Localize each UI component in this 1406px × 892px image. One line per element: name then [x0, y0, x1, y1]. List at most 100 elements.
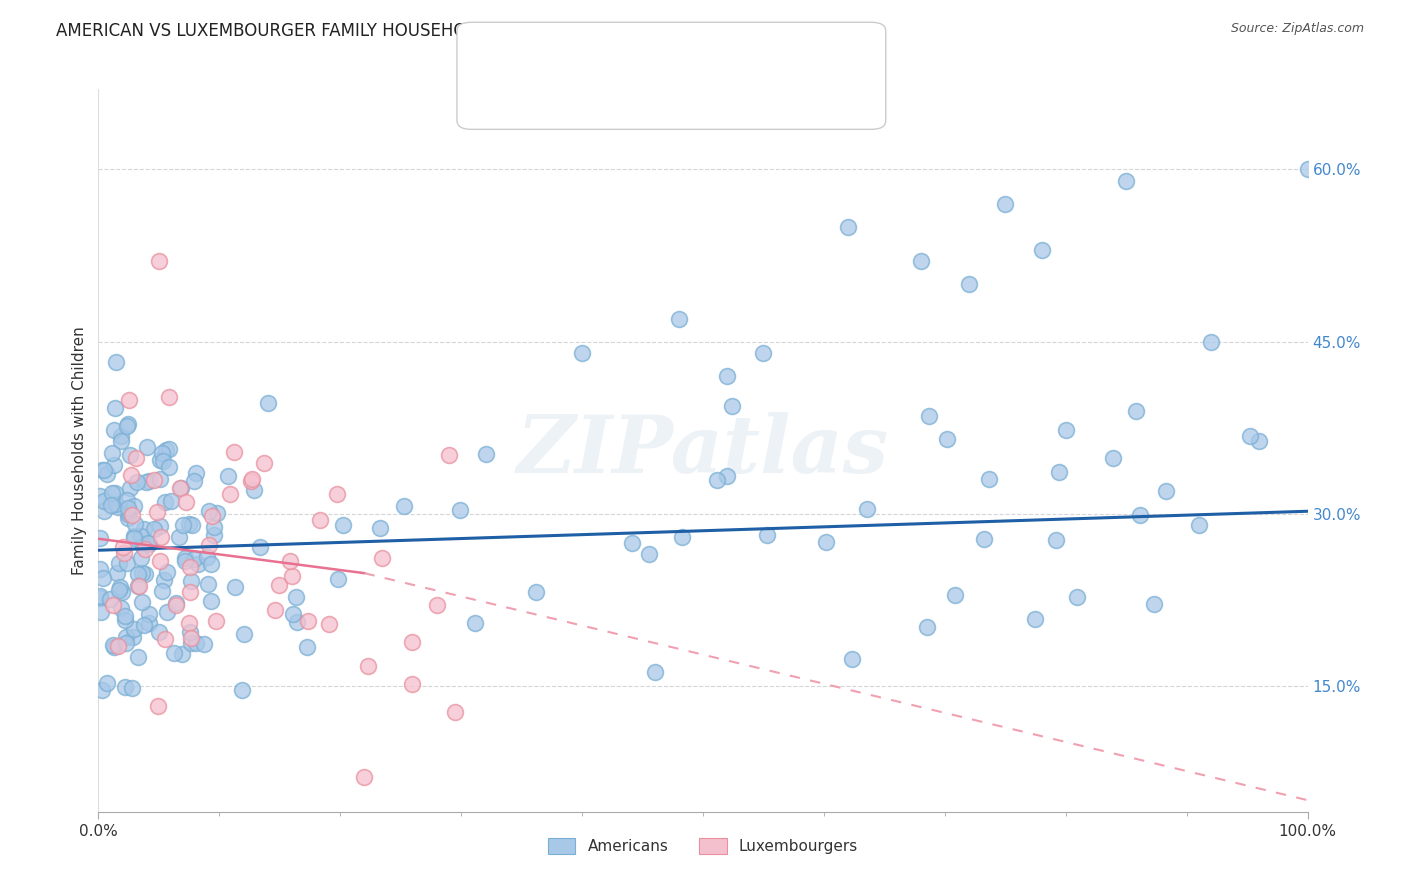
- Point: [103, 458, 125, 472]
- Point: [90, 683, 112, 698]
- Point: [219, 487, 242, 501]
- Point: [121, 508, 143, 522]
- Point: [157, 390, 180, 404]
- Point: [118, 448, 141, 462]
- Point: [224, 580, 246, 594]
- Point: [232, 627, 254, 641]
- Point: [104, 401, 127, 416]
- Point: [752, 346, 775, 360]
- Point: [101, 598, 124, 612]
- Point: [131, 595, 153, 609]
- Point: [815, 535, 838, 549]
- Point: [370, 550, 392, 565]
- Point: [197, 549, 219, 564]
- Point: [111, 585, 134, 599]
- Point: [180, 518, 202, 533]
- Point: [671, 530, 693, 544]
- Point: [127, 649, 149, 664]
- Point: [149, 530, 172, 544]
- Point: [104, 485, 127, 500]
- Point: [264, 603, 287, 617]
- Point: [122, 529, 145, 543]
- Point: [101, 639, 124, 653]
- Point: [143, 522, 166, 536]
- Point: [837, 219, 859, 234]
- Point: [183, 474, 205, 488]
- Point: [755, 527, 778, 541]
- Point: [524, 585, 547, 599]
- Point: [112, 541, 135, 555]
- Point: [177, 615, 200, 630]
- Point: [131, 566, 153, 580]
- Point: [124, 499, 146, 513]
- Point: [103, 640, 125, 654]
- Point: [89, 531, 111, 545]
- Point: [124, 622, 146, 636]
- Point: [132, 618, 155, 632]
- Point: [309, 513, 332, 527]
- Point: [100, 498, 122, 512]
- Point: [201, 509, 224, 524]
- Point: [1199, 334, 1222, 349]
- Point: [571, 346, 593, 360]
- Point: [187, 558, 209, 572]
- Point: [89, 562, 111, 576]
- Point: [170, 647, 193, 661]
- Point: [155, 443, 177, 458]
- Point: [174, 495, 197, 509]
- Point: [174, 550, 197, 565]
- Text: R =  0.101   N = 168: R = 0.101 N = 168: [510, 60, 683, 78]
- Point: [165, 597, 187, 611]
- Point: [198, 538, 221, 552]
- Point: [207, 506, 229, 520]
- Point: [115, 493, 138, 508]
- Point: [918, 409, 941, 424]
- Point: [160, 494, 183, 508]
- Point: [115, 636, 138, 650]
- Text: AMERICAN VS LUXEMBOURGER FAMILY HOUSEHOLDS WITH CHILDREN CORRELATION CHART: AMERICAN VS LUXEMBOURGER FAMILY HOUSEHOL…: [56, 22, 824, 40]
- Point: [475, 447, 498, 461]
- Point: [936, 432, 959, 446]
- Point: [93, 463, 115, 477]
- Point: [977, 472, 1000, 486]
- Point: [1115, 174, 1137, 188]
- Point: [93, 503, 115, 517]
- Point: [150, 583, 173, 598]
- Point: [152, 453, 174, 467]
- Point: [91, 463, 114, 477]
- Point: [134, 541, 156, 556]
- Point: [115, 630, 138, 644]
- Point: [1024, 612, 1046, 626]
- Point: [1154, 483, 1177, 498]
- Point: [127, 579, 149, 593]
- Point: [112, 546, 135, 560]
- Point: [114, 613, 136, 627]
- Point: [184, 466, 207, 480]
- Point: [115, 556, 138, 570]
- Point: [180, 631, 202, 645]
- Point: [124, 516, 146, 531]
- Point: [118, 392, 141, 407]
- Point: [117, 417, 139, 432]
- Point: [169, 481, 191, 495]
- Point: [96, 675, 118, 690]
- Point: [449, 503, 471, 517]
- Point: [1239, 429, 1261, 443]
- Point: [148, 254, 170, 268]
- Point: [115, 419, 138, 434]
- Point: [103, 424, 125, 438]
- Point: [127, 566, 149, 581]
- Point: [155, 565, 177, 579]
- Point: [205, 614, 228, 628]
- Point: [142, 473, 165, 487]
- Point: [198, 504, 221, 518]
- Point: [93, 571, 115, 585]
- Point: [200, 594, 222, 608]
- Point: [146, 505, 169, 519]
- Point: [716, 368, 738, 383]
- Point: [1047, 465, 1070, 479]
- Point: [285, 615, 308, 629]
- Point: [249, 540, 271, 554]
- Point: [326, 572, 349, 586]
- Point: [114, 680, 136, 694]
